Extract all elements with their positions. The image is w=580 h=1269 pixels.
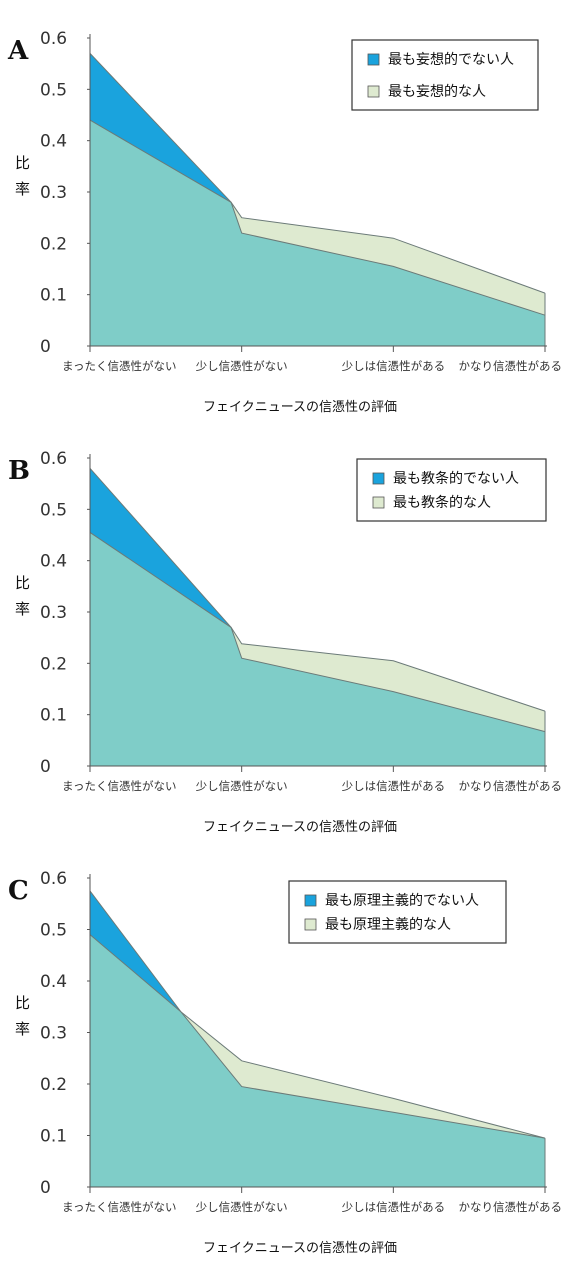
panel-label: A xyxy=(7,36,29,66)
x-tick-label: 少し信憑性がない xyxy=(196,359,288,373)
legend-swatch xyxy=(372,496,385,509)
y-tick-label: 0.4 xyxy=(40,972,67,992)
y-axis-title: 比率 xyxy=(15,154,30,198)
x-tick-label: 少しは信憑性がある xyxy=(342,779,446,793)
y-tick-label: 0.3 xyxy=(40,1024,67,1044)
legend-entry-label: 最も原理主義的な人 xyxy=(325,916,451,933)
legend-box xyxy=(356,458,547,522)
x-axis-title: フェイクニュースの信憑性の評価 xyxy=(203,400,397,415)
x-axis-title: フェイクニュースの信憑性の評価 xyxy=(203,820,397,835)
legend-swatch xyxy=(304,918,317,931)
series-line-least-c xyxy=(89,890,546,1139)
legend-box xyxy=(351,39,539,111)
legend-swatch xyxy=(367,53,380,66)
x-tick-label: 少し信憑性がない xyxy=(196,779,288,793)
area-most-c xyxy=(181,1011,545,1139)
x-tick-label: 少しは信憑性がある xyxy=(342,359,446,373)
y-tick-label: 0.6 xyxy=(40,869,67,889)
area-overlap-a xyxy=(90,120,545,346)
legend-swatch xyxy=(367,85,380,98)
legend-swatch xyxy=(372,472,385,485)
x-tick-label: 少し信憑性がない xyxy=(196,1200,288,1214)
y-axis-title: 比率 xyxy=(15,994,30,1038)
series-line-least-b xyxy=(89,467,546,733)
x-tick-label: かなり信憑性がある xyxy=(459,1200,563,1214)
y-tick-label: 0.6 xyxy=(40,449,67,469)
series-line-least-a xyxy=(89,53,546,316)
y-tick-label: 0 xyxy=(40,757,51,777)
y-tick-label: 0.2 xyxy=(40,1075,67,1095)
area-most-a xyxy=(231,202,545,316)
panel-label: B xyxy=(8,456,30,486)
panel-label: C xyxy=(8,876,29,906)
y-tick-label: 0.5 xyxy=(40,921,67,941)
y-tick-label: 0.3 xyxy=(40,603,67,623)
series-line-most-b xyxy=(89,531,546,712)
x-axis-title: フェイクニュースの信憑性の評価 xyxy=(203,1241,397,1256)
legend-entry-label: 最も原理主義的でない人 xyxy=(325,892,479,909)
chart-panel-c: 0 0.1 0.2 0.3 0.4 0.5 0.6 まったく信憑性がない 少し信憑性がない 少しは… xyxy=(8,869,562,1256)
area-overlap-c xyxy=(90,934,545,1187)
y-tick-label: 0.5 xyxy=(40,500,67,520)
chart-panel-a: 0 0.1 0.2 0.3 0.4 0.5 0.6 まったく信憑性がない 少し信憑性がない 少しは… xyxy=(7,29,562,415)
legend-entry-label: 最も妄想的な人 xyxy=(388,84,486,100)
legend-swatch xyxy=(304,894,317,907)
legend-box xyxy=(288,880,507,944)
y-tick-label: 0.3 xyxy=(40,183,67,203)
y-axis-title: 比率 xyxy=(15,574,30,618)
y-tick-label: 0.1 xyxy=(40,286,67,306)
y-tick-label: 0.2 xyxy=(40,234,67,254)
x-tick-label: かなり信憑性がある xyxy=(459,779,563,793)
legend-entry-label: 最も教条的でない人 xyxy=(393,470,519,487)
x-tick-label: 少しは信憑性がある xyxy=(342,1200,446,1214)
chart-panel-b: 0 0.1 0.2 0.3 0.4 0.5 0.6 まったく信憑性がない 少し信憑性がない 少しは… xyxy=(8,449,562,835)
y-tick-label: 0.1 xyxy=(40,1127,67,1147)
y-tick-label: 0 xyxy=(40,337,51,357)
y-tick-label: 0.4 xyxy=(40,552,67,572)
y-tick-label: 0.6 xyxy=(40,29,67,49)
y-tick-label: 0.1 xyxy=(40,706,67,726)
x-tick-label: まったく信憑性がない xyxy=(62,359,177,373)
series-line-most-a xyxy=(89,119,546,294)
legend-entry-label: 最も教条的な人 xyxy=(393,494,491,511)
area-most-b xyxy=(231,627,545,732)
x-tick-label: かなり信憑性がある xyxy=(459,359,563,373)
x-tick-label: まったく信憑性がない xyxy=(62,1200,177,1214)
x-tick-label: まったく信憑性がない xyxy=(62,779,177,793)
series-line-most-c xyxy=(89,934,546,1139)
y-tick-label: 0.5 xyxy=(40,80,67,100)
area-overlap-b xyxy=(90,532,545,766)
y-tick-label: 0.2 xyxy=(40,654,67,674)
legend-entry-label: 最も妄想的でない人 xyxy=(388,52,514,68)
y-tick-label: 0 xyxy=(40,1178,51,1198)
y-tick-label: 0.4 xyxy=(40,132,67,152)
